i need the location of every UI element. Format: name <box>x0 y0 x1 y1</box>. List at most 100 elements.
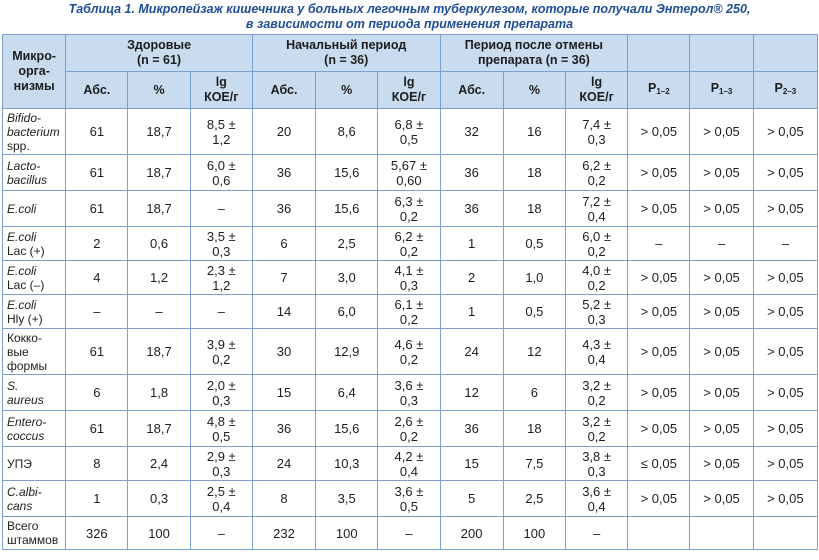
healthy-lg-cell: 2,5 ±0,4 <box>189 480 253 517</box>
lg-error: 0,6 <box>212 172 231 188</box>
header-initial-pct: % <box>315 71 379 109</box>
after-pct-cell: 100 <box>502 516 566 550</box>
after-lg-cell: 6,2 ±0,2 <box>564 154 629 191</box>
lg-error: 0,2 <box>587 277 606 293</box>
p-value-cell-3: > 0,05 <box>752 480 819 517</box>
name-line: вые <box>7 344 29 359</box>
p-value-cell-3: > 0,05 <box>752 190 819 227</box>
p-value-cell-1: > 0,05 <box>627 108 691 155</box>
lg-mean: 4,6 ± <box>394 336 424 352</box>
lg-error: 0,3 <box>587 463 606 479</box>
healthy-abs-cell: 61 <box>65 108 129 155</box>
after-pct-cell: 12 <box>502 328 566 375</box>
p-value-cell-1: > 0,05 <box>627 410 691 447</box>
lg-error: 0,4 <box>212 498 231 514</box>
healthy-abs-cell: 61 <box>65 190 129 227</box>
header-p-2: P1–3 <box>689 71 754 109</box>
lg-mean: 2,3 ± <box>206 262 236 278</box>
initial-lg-cell: 5,67 ±0,60 <box>377 154 441 191</box>
healthy-lg-cell: 2,3 ±1,2 <box>189 260 253 295</box>
table-row: Всего штаммов 326 100–232 100–200 100– <box>1 516 819 550</box>
lg-mean: – <box>405 525 413 541</box>
table-row: Bifido-bacterium spp. 61 18,7 8,5 ±1,2 20 8,6 6… <box>1 108 819 155</box>
lg-error: 0,2 <box>399 311 418 327</box>
healthy-abs-cell: 4 <box>65 260 129 295</box>
header-after-n: препарата (n = 36) <box>477 53 590 67</box>
header-p-3: P2–3 <box>752 71 819 109</box>
table-row: Entero-coccus 61 18,7 4,8 ±0,5 36 15,6 2,6 ±0,… <box>1 410 819 447</box>
lg-error: 0,4 <box>587 498 606 514</box>
lg-mean: – <box>592 525 601 541</box>
p-value-cell-2: > 0,05 <box>689 480 754 517</box>
after-lg-cell: 7,2 ±0,4 <box>564 190 629 227</box>
initial-lg-cell: 6,8 ±0,5 <box>377 108 441 155</box>
p-letter: P <box>774 81 783 95</box>
name-line: Всего <box>7 519 39 533</box>
healthy-pct-cell: 1,8 <box>127 374 191 411</box>
lg-mean: 6,8 ± <box>394 116 424 132</box>
microorganism-name: Кокко-вые формы <box>1 328 67 375</box>
initial-lg-cell: 4,6 ±0,2 <box>377 328 441 375</box>
lg-error: 0,5 <box>212 428 231 444</box>
p-value-cell-2: > 0,05 <box>689 260 754 295</box>
p-value-cell-3: > 0,05 <box>752 328 819 375</box>
p-value-cell-1 <box>627 516 691 550</box>
after-pct-cell: 6 <box>502 374 566 411</box>
microorganism-name: S. aureus <box>1 374 67 411</box>
healthy-abs-cell: 8 <box>65 446 129 481</box>
name-line: штаммов <box>7 533 59 547</box>
after-pct-cell: 1,0 <box>502 260 566 295</box>
name-line: bacterium <box>7 124 60 139</box>
p-value-cell-2: > 0,05 <box>689 154 754 191</box>
initial-abs-cell: 15 <box>251 374 317 411</box>
lg-error: 0,2 <box>399 243 418 259</box>
lg-mean: 4,1 ± <box>394 262 424 278</box>
microorganism-name: E.coli Lac (–) <box>1 260 67 295</box>
table-row: E.coli Lac (–) 4 1,2 2,3 ±1,2 7 3,0 4,1 ±0,3 2 1,… <box>1 260 819 295</box>
initial-pct-cell: 15,6 <box>315 154 379 191</box>
after-abs-cell: 5 <box>439 480 504 517</box>
p-value-cell-2: > 0,05 <box>689 374 754 411</box>
p-subscript: 2–3 <box>782 87 797 96</box>
healthy-lg-cell: 2,9 ±0,3 <box>189 446 253 481</box>
healthy-pct-cell: – <box>127 294 191 329</box>
header-healthy: Здоровые (n = 61) <box>65 34 253 72</box>
p-value-cell-1: > 0,05 <box>627 260 691 295</box>
healthy-lg-cell: – <box>189 516 253 550</box>
initial-abs-cell: 36 <box>251 410 317 447</box>
lg-mean: 5,67 ± <box>390 157 427 173</box>
initial-abs-cell: 20 <box>251 108 317 155</box>
name-line: E.coli <box>7 229 37 244</box>
p-value-cell-1: ≤ 0,05 <box>627 446 691 481</box>
microorganism-name: Lacto-bacillus <box>1 154 67 191</box>
table-row: УПЭ 8 2,4 2,9 ±0,3 24 10,3 4,2 ±0,4 15 7,5 3,8 ±0… <box>1 446 819 481</box>
header-after-withdrawal: Период после отмены препарата (n = 36) <box>439 34 629 72</box>
lg-error: 0,4 <box>399 463 418 479</box>
name-line: Bifido- <box>7 110 42 125</box>
lg-error: 0,3 <box>212 392 231 408</box>
lg-mean: 3,9 ± <box>206 336 236 352</box>
healthy-pct-cell: 2,4 <box>127 446 191 481</box>
healthy-lg-cell: 2,0 ±0,3 <box>189 374 253 411</box>
initial-pct-cell: 12,9 <box>315 328 379 375</box>
header-initial-period: Начальный период (n = 36) <box>251 34 441 72</box>
lg-error: 0,5 <box>399 498 418 514</box>
name-line: S. <box>7 378 19 393</box>
p-value-cell-1: > 0,05 <box>627 294 691 329</box>
name-line: cans <box>7 498 33 513</box>
after-lg-cell: 3,2 ±0,2 <box>564 410 629 447</box>
healthy-abs-cell: 1 <box>65 480 129 517</box>
table-row: E.coli Lac (+) 2 0,6 3,5 ±0,3 6 2,5 6,2 ±0,2 1 0,… <box>1 226 819 261</box>
p-value-cell-3: > 0,05 <box>752 260 819 295</box>
initial-pct-cell: 2,5 <box>315 226 379 261</box>
initial-pct-cell: 3,0 <box>315 260 379 295</box>
lg-mean: 3,8 ± <box>582 448 612 464</box>
initial-abs-cell: 24 <box>251 446 317 481</box>
lg-error: 0,2 <box>587 392 606 408</box>
healthy-lg-cell: – <box>189 190 253 227</box>
header-p-1: P1–2 <box>627 71 691 109</box>
healthy-pct-cell: 0,3 <box>127 480 191 517</box>
p-value-cell-1: > 0,05 <box>627 374 691 411</box>
p-value-cell-1: > 0,05 <box>627 328 691 375</box>
healthy-lg-cell: 8,5 ±1,2 <box>189 108 253 155</box>
